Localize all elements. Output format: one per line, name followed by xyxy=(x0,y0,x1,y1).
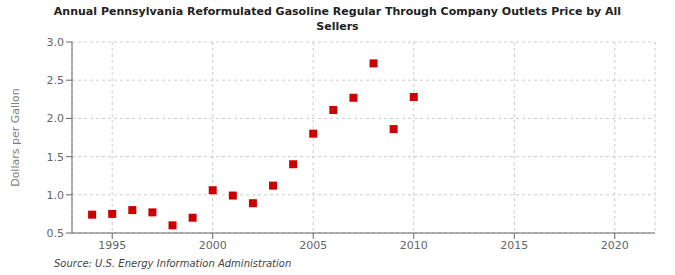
svg-text:2005: 2005 xyxy=(299,239,327,252)
svg-text:2.0: 2.0 xyxy=(47,112,65,125)
svg-text:0.5: 0.5 xyxy=(47,227,65,240)
html-text:Source: U.S. Energy Informatio: Source: U.S. Energy Information Administ… xyxy=(54,258,292,269)
svg-text:2000: 2000 xyxy=(199,239,227,252)
svg-text:2020: 2020 xyxy=(601,239,629,252)
svg-text:Dollars per Gallon: Dollars per Gallon xyxy=(9,88,22,187)
svg-text:1.5: 1.5 xyxy=(47,151,65,164)
svg-text:2015: 2015 xyxy=(500,239,528,252)
svg-text:1.0: 1.0 xyxy=(47,189,65,202)
svg-text:1995: 1995 xyxy=(98,239,126,252)
svg-text:2010: 2010 xyxy=(400,239,428,252)
html-text:Sellers: Sellers xyxy=(316,20,359,33)
svg-text:3.0: 3.0 xyxy=(47,36,65,49)
svg-text:2.5: 2.5 xyxy=(47,74,65,87)
html-text:Annual Pennsylvania Reformulat: Annual Pennsylvania Reformulated Gasolin… xyxy=(53,5,622,18)
